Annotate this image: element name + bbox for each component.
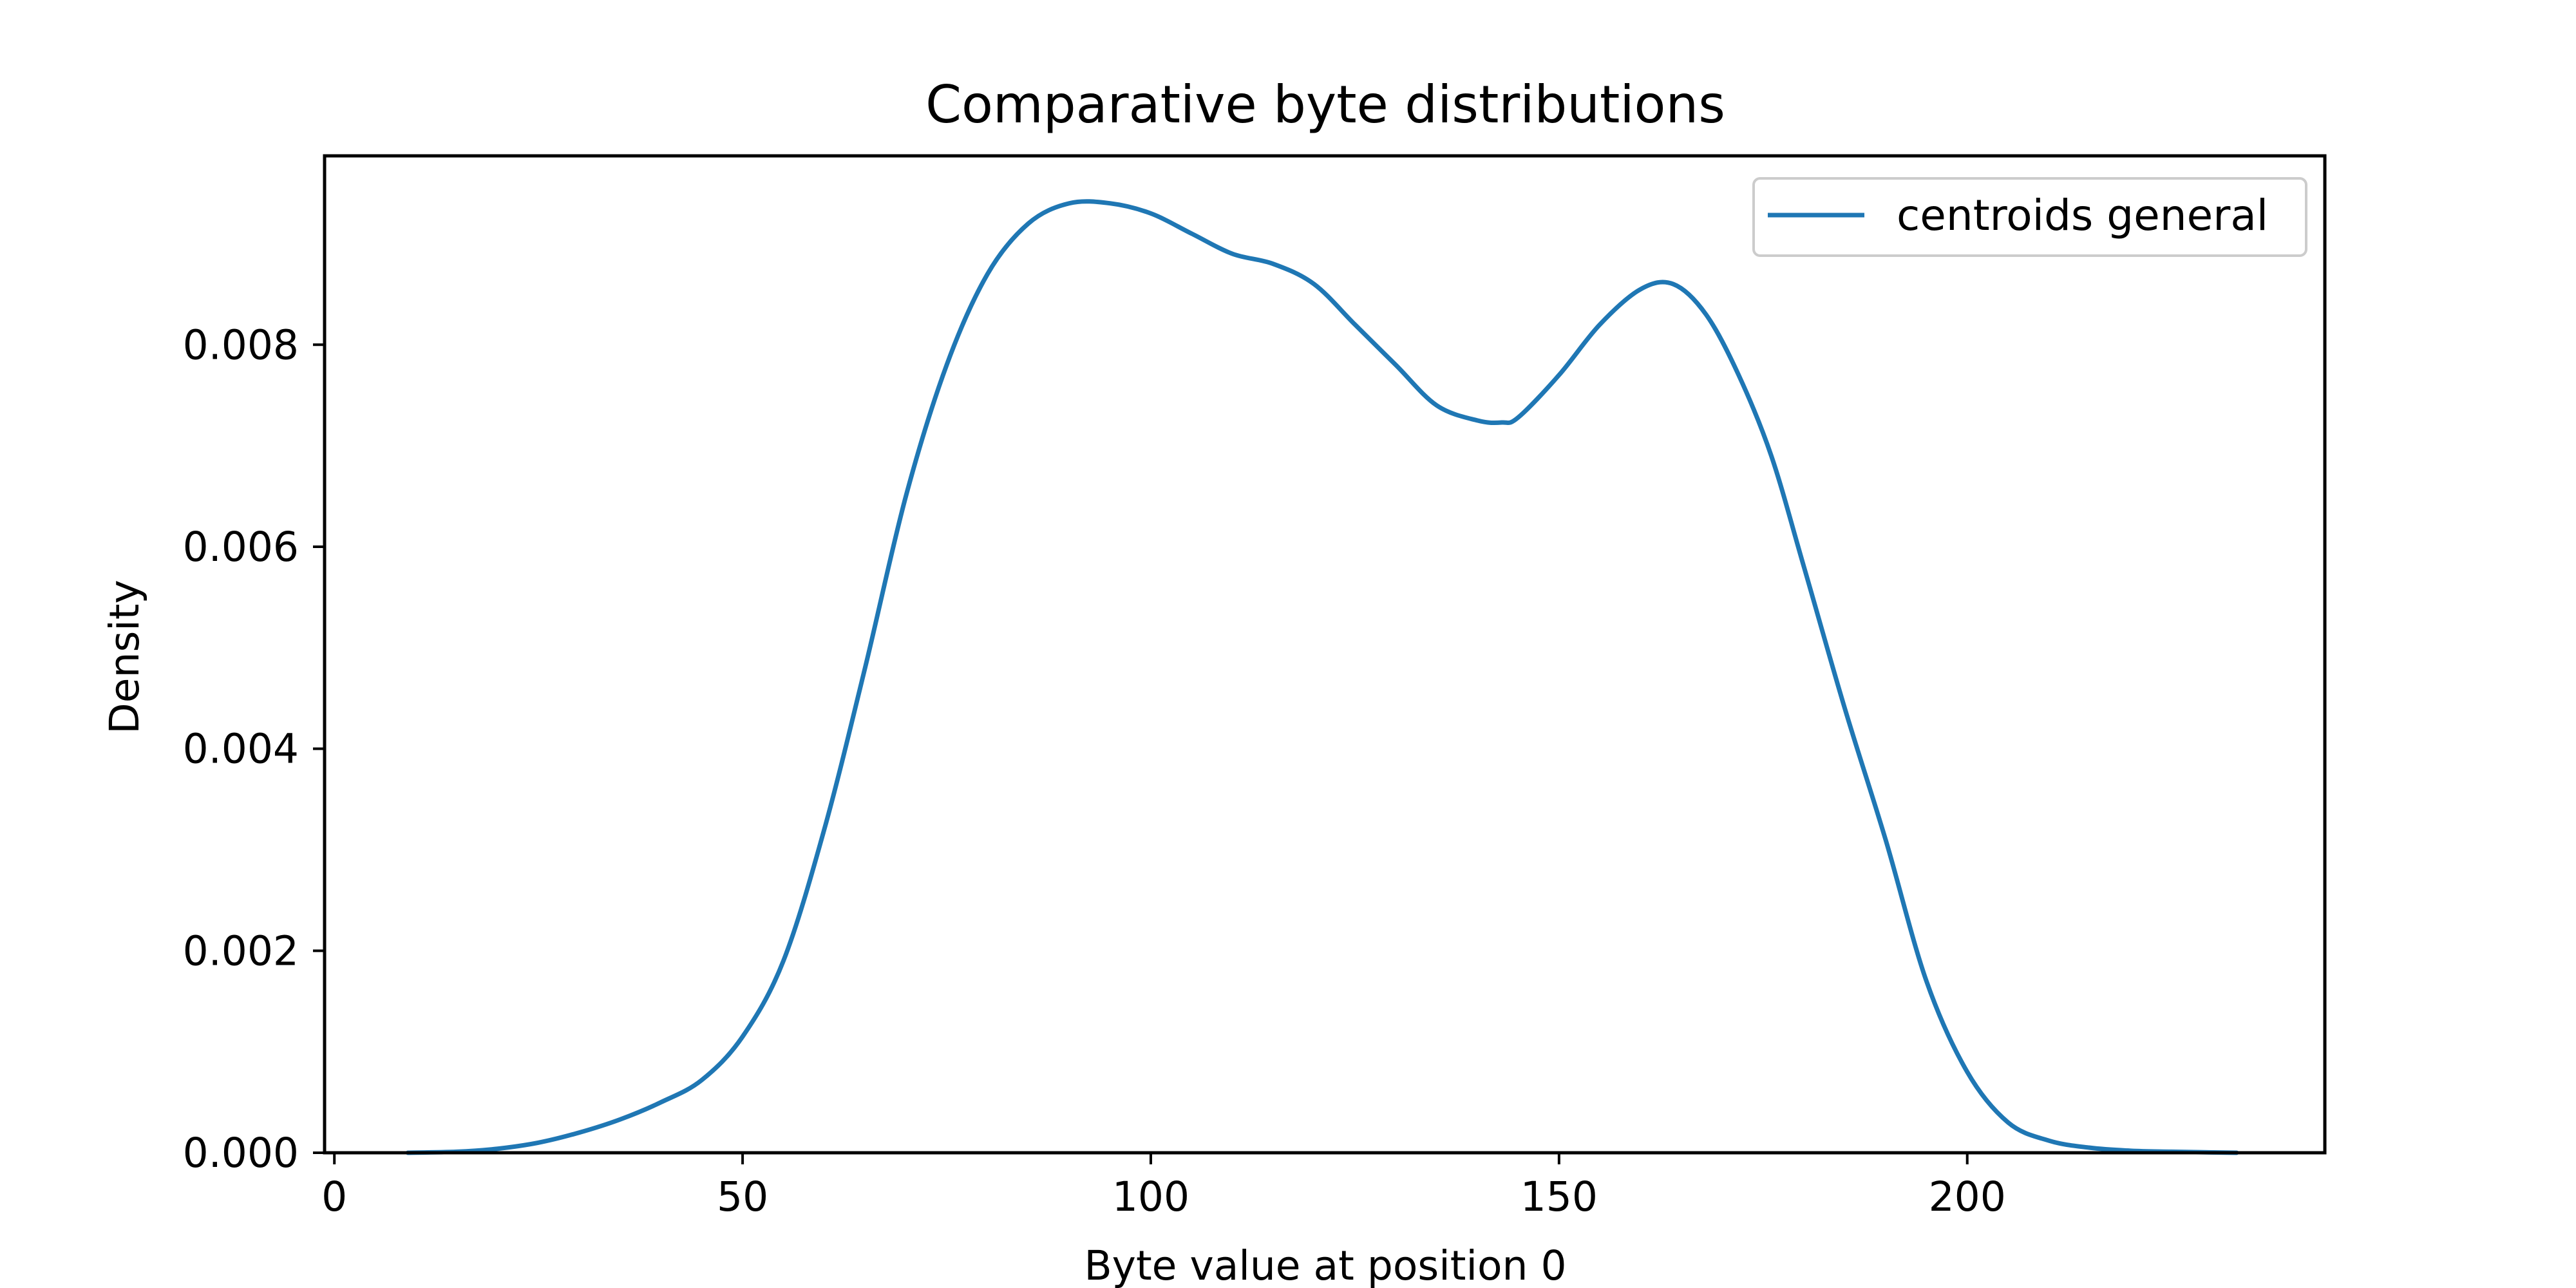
series-layer xyxy=(405,199,2239,1155)
series-line-centroids-general xyxy=(405,199,2239,1155)
y-tick-label: 0.004 xyxy=(183,726,299,773)
x-axis-label: Byte value at position 0 xyxy=(1084,1242,1566,1288)
x-tick-label: 100 xyxy=(1112,1173,1189,1220)
y-tick-label: 0.000 xyxy=(183,1130,299,1177)
x-tick-label: 150 xyxy=(1520,1173,1598,1220)
x-axis-ticks: 0 50 100 150 200 xyxy=(321,1153,2006,1220)
plot-frame xyxy=(323,154,2327,1155)
x-tick-label: 0 xyxy=(321,1173,347,1220)
legend-box xyxy=(1752,177,2307,257)
x-tick-label: 50 xyxy=(717,1173,768,1220)
chart-title: Comparative byte distributions xyxy=(925,75,1725,135)
y-tick-label: 0.008 xyxy=(183,321,299,368)
y-axis-ticks: 0.000 0.002 0.004 0.006 0.008 xyxy=(183,321,325,1177)
y-tick-label: 0.006 xyxy=(183,524,299,571)
x-tick-label: 200 xyxy=(1929,1173,2006,1220)
legend-label-centroids-general: centroids general xyxy=(1897,191,2268,240)
legend: centroids general xyxy=(1752,177,2307,257)
y-tick-label: 0.002 xyxy=(183,927,299,974)
y-axis-label: Density xyxy=(101,580,148,734)
